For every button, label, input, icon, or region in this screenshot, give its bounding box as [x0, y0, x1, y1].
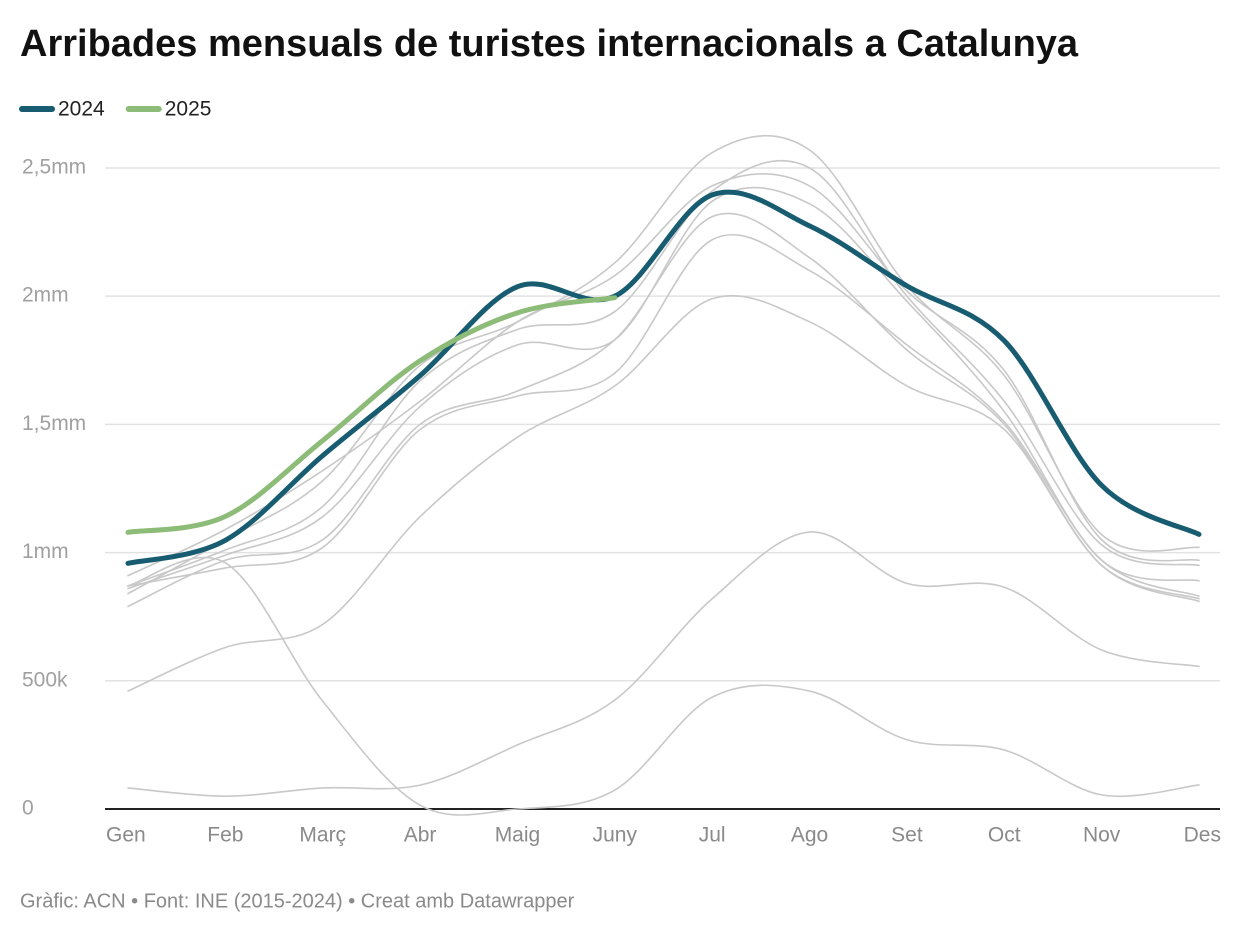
background-line	[127, 212, 1200, 608]
background-line	[127, 294, 1200, 692]
y-tick-label: 1,5mm	[22, 412, 86, 435]
y-tick-label: 1mm	[22, 540, 69, 563]
background-line	[127, 233, 1200, 597]
background-line	[127, 186, 1200, 590]
x-tick-label: Set	[891, 824, 923, 847]
legend-label: 2024	[58, 98, 105, 121]
background-line	[127, 172, 1200, 577]
x-tick-label: Abr	[404, 824, 437, 847]
x-tick-label: Gen	[106, 824, 146, 847]
y-tick-label: 2,5mm	[22, 155, 86, 178]
y-tick-label: 2mm	[22, 284, 69, 307]
x-tick-label: Feb	[207, 824, 243, 847]
x-tick-label: Des	[1184, 824, 1221, 847]
background-line	[127, 556, 1200, 816]
y-tick-label: 0	[22, 797, 34, 820]
x-tick-label: Nov	[1083, 824, 1121, 847]
highlight-line	[125, 295, 618, 535]
chart-title: Arribades mensuals de turistes internaci…	[20, 23, 1079, 65]
x-tick-label: Juny	[593, 824, 638, 847]
background-line	[127, 531, 1200, 797]
x-tick-label: Març	[299, 824, 346, 847]
x-tick-label: Maig	[495, 824, 541, 847]
legend-label: 2025	[165, 98, 212, 121]
x-tick-label: Jul	[699, 824, 726, 847]
x-tick-label: Oct	[988, 824, 1021, 847]
source-note: Gràfic: ACN • Font: INE (2015-2024) • Cr…	[20, 890, 575, 912]
x-tick-label: Ago	[791, 824, 828, 847]
y-tick-label: 500k	[22, 668, 68, 691]
highlight-line	[125, 189, 1202, 566]
background-line	[127, 159, 1200, 587]
background-line	[127, 134, 1200, 595]
